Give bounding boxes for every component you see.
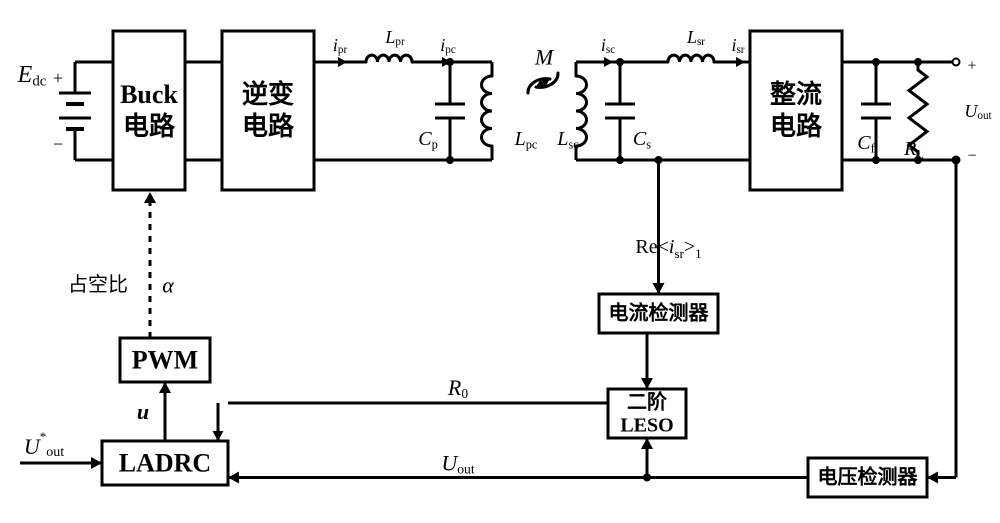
- svg-text:二阶: 二阶: [627, 390, 668, 414]
- svg-text:Buck: Buck: [120, 80, 178, 109]
- svg-text:ipr: ipr: [333, 35, 348, 56]
- svg-text:Cp: Cp: [418, 128, 438, 152]
- svg-text:ipc: ipc: [440, 35, 456, 56]
- svg-text:Edc: Edc: [17, 62, 47, 90]
- svg-text:逆变: 逆变: [242, 79, 294, 109]
- svg-text:α: α: [162, 273, 174, 298]
- svg-text:Lsc: Lsc: [556, 128, 579, 152]
- svg-text:Re<isr>1: Re<isr>1: [635, 236, 701, 261]
- svg-text:+: +: [53, 68, 63, 88]
- svg-text:整流: 整流: [770, 79, 822, 109]
- svg-text:isc: isc: [601, 35, 615, 56]
- svg-text:电路: 电路: [123, 111, 176, 141]
- svg-text:PWM: PWM: [132, 346, 198, 375]
- svg-text:LESO: LESO: [620, 415, 673, 437]
- svg-text:Lpr: Lpr: [384, 27, 405, 48]
- svg-text:u: u: [137, 399, 149, 424]
- svg-text:电流检测器: 电流检测器: [609, 301, 710, 325]
- circuit-diagram: +−EdcBuck电路逆变电路iprLpripcCpLpcMLscCsiscLs…: [0, 0, 1000, 523]
- svg-text:Uout: Uout: [964, 101, 992, 122]
- svg-text:Uout: Uout: [441, 450, 475, 476]
- svg-text:Cs: Cs: [633, 128, 651, 152]
- svg-text:Cf: Cf: [857, 132, 875, 156]
- svg-text:R0: R0: [447, 375, 468, 401]
- svg-text:电压检测器: 电压检测器: [818, 465, 919, 489]
- svg-text:−: −: [967, 148, 976, 165]
- svg-text:U*out: U*out: [24, 429, 64, 460]
- svg-text:+: +: [967, 58, 976, 75]
- svg-text:isr: isr: [731, 35, 744, 56]
- svg-text:电路: 电路: [242, 111, 295, 141]
- svg-text:RL: RL: [903, 138, 924, 162]
- svg-text:占空比: 占空比: [68, 273, 128, 296]
- svg-text:Lsr: Lsr: [686, 27, 705, 48]
- svg-text:LADRC: LADRC: [119, 449, 211, 478]
- svg-text:M: M: [534, 45, 555, 70]
- svg-text:电路: 电路: [770, 111, 823, 141]
- svg-text:−: −: [53, 134, 63, 154]
- svg-text:Lpc: Lpc: [514, 128, 538, 152]
